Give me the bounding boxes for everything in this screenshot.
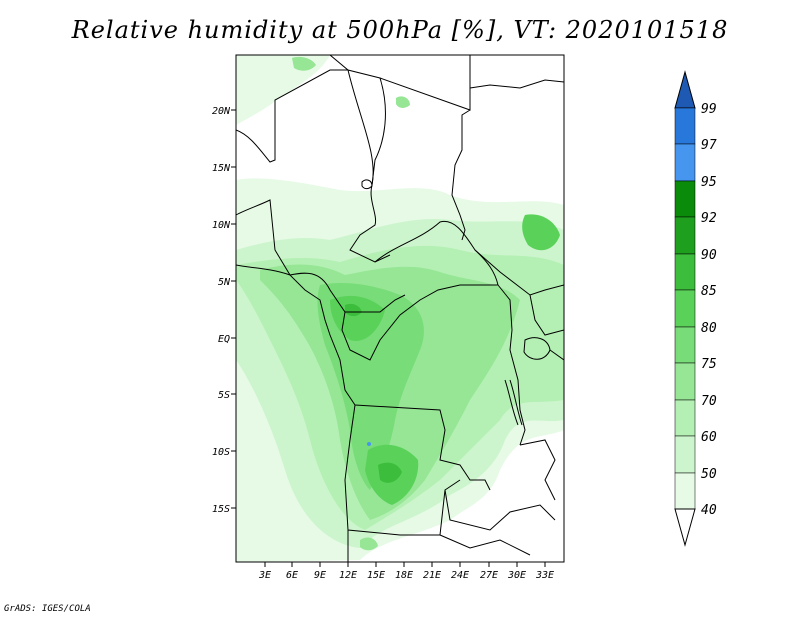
lat-label-eq: EQ [218,334,230,345]
humidity-field [236,55,564,562]
colorbar-seg-97-99 [674,107,696,145]
colorbar-label-75: 75 [701,357,717,372]
east-africa-border [519,294,564,501]
colorbar-label-70: 70 [701,394,717,409]
lat-label-10s: 10S [212,447,230,458]
colorbar-seg-80-85 [674,289,696,328]
car-border [374,220,499,286]
colorbar-label-99: 99 [701,102,717,117]
colorbar-seg-75-80 [674,326,696,364]
colorbar-seg-50-60 [674,435,696,474]
colorbar-label-92: 92 [701,211,717,226]
namibia-border [347,530,531,562]
humidity-90-core-north [345,303,362,317]
lon-label-30e: 30E [507,570,526,581]
colorbar-seg-85-90 [674,253,696,291]
lon-label-33e: 33E [535,570,554,581]
chad-sudan-border [371,77,471,241]
colorbar-seg-95-97 [674,143,696,182]
niger-chad-border [236,69,348,163]
lon-label-24e: 24E [451,570,469,581]
colorbar-label-50: 50 [701,467,717,482]
lat-axis [231,109,236,509]
nigeria-border [236,199,291,276]
humidity-85-patch-north [330,295,385,341]
drc-east-border [497,284,526,446]
colorbar-seg-70-75 [674,362,696,401]
lon-label-27e: 27E [480,570,498,581]
colorbar-label-60: 60 [701,430,717,445]
lon-label-6e: 6E [286,570,298,581]
lat-label-15n: 15N [212,163,231,174]
humidity-90-core [378,462,402,483]
zambia-border [444,489,556,531]
lon-label-12e: 12E [339,570,357,581]
humidity-97-dot [367,442,371,446]
lon-label-15e: 15E [367,570,385,581]
colorbar [674,70,696,547]
humidity-85-patch-top [292,56,316,71]
lat-label-5s: 5S [218,390,230,401]
grads-credit: GrADS: IGES/COLA [4,604,91,614]
colorbar-label-40: 40 [701,503,717,518]
lon-label-9e: 9E [314,570,326,581]
lake-chad [361,179,373,190]
colorbar-seg-90-92 [674,216,696,255]
lon-axis [264,562,546,567]
lake-tanganyika [504,379,523,426]
humidity-40-top [236,55,330,125]
humidity-85-patch-angola [360,537,378,551]
cameroon-border [289,272,406,313]
colorbar-seg-60-70 [674,399,696,437]
angola-border [344,404,461,536]
colorbar-top-arrow [674,70,696,109]
colorbar-label-85: 85 [701,284,717,299]
lat-label-15s: 15S [212,504,230,515]
lat-label-10n: 10N [212,220,231,231]
colorbar-label-97: 97 [701,138,717,153]
coastline-north [469,79,564,89]
colorbar-label-95: 95 [701,175,717,190]
colorbar-label-80: 80 [701,321,717,336]
colorbar-label-90: 90 [701,248,717,263]
drc-west-border [354,404,491,491]
congo-border [341,284,498,361]
map-title: Relative humidity at 500hPa [%], VT: 202… [71,16,729,44]
lon-label-3e: 3E [258,570,271,581]
humidity-85-patch-chad [396,96,410,108]
lon-label-21e: 21E [423,570,441,581]
lat-label-20n: 20N [212,106,231,117]
colorbar-seg-92-95 [674,180,696,218]
lat-label-5n: 5N [218,277,231,288]
map-frame [235,54,565,563]
humidity-85-patch-east [522,214,560,251]
coastline-west [236,264,356,406]
lon-label-18e: 18E [395,570,413,581]
country-boundaries [236,55,564,562]
colorbar-bottom-arrow [674,508,696,547]
colorbar-seg-40-50 [674,472,696,510]
